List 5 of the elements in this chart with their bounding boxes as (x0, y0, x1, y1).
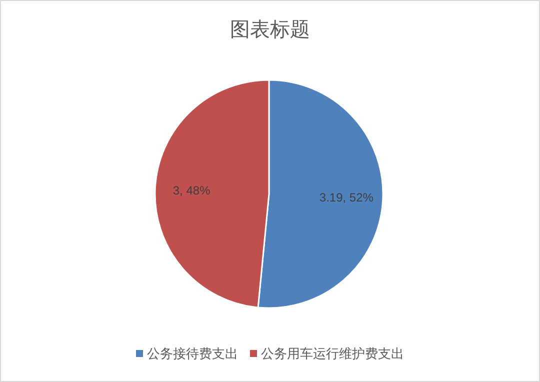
data-label: 3, 48% (172, 183, 211, 198)
legend-label: 公务接待费支出 (147, 346, 238, 361)
data-label: 3.19, 52% (319, 190, 374, 205)
legend-label: 公务用车运行维护费支出 (261, 346, 404, 361)
chart-title: 图表标题 (230, 19, 310, 41)
